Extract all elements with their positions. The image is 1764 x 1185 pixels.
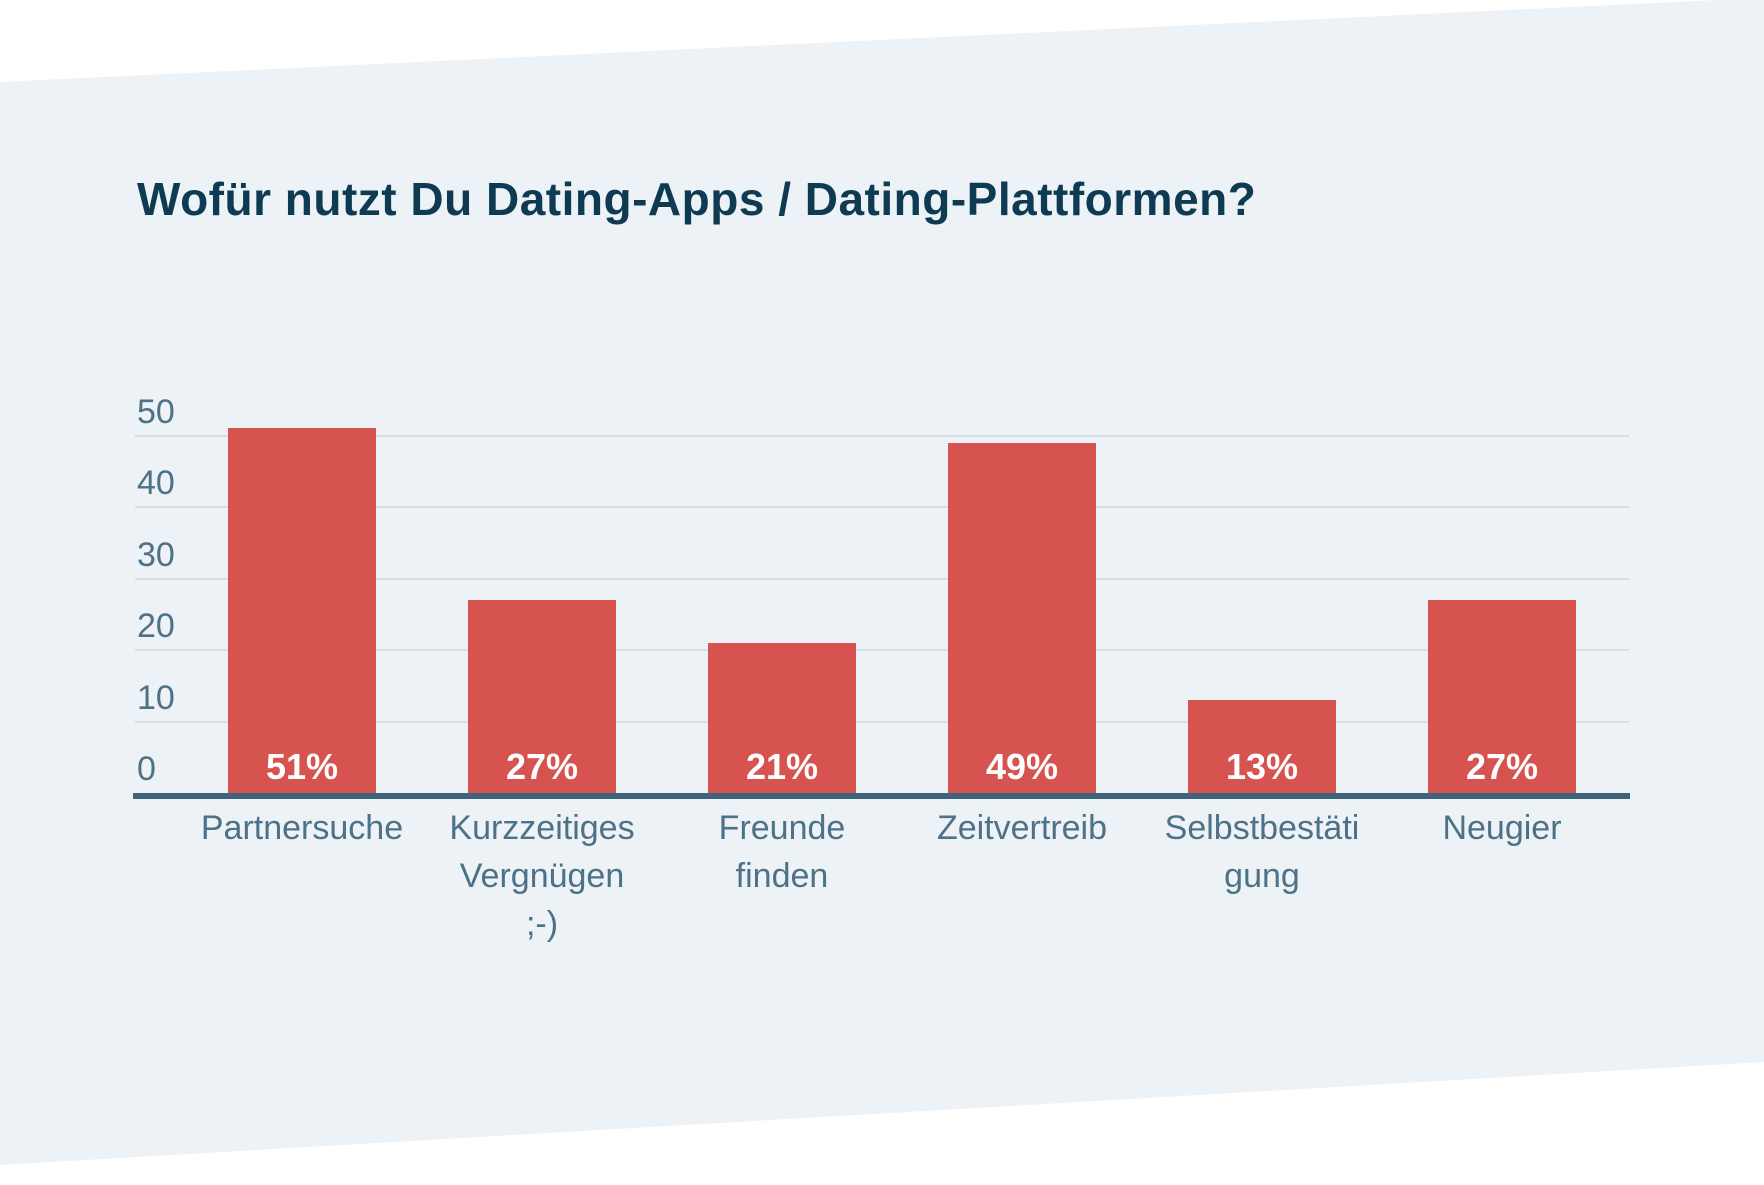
y-tick-label: 30: [137, 535, 175, 574]
y-tick-label: 50: [137, 392, 175, 431]
x-category-label: Neugier: [1442, 809, 1562, 847]
y-tick-label: 0: [137, 750, 156, 788]
bar-value-label: 21%: [745, 746, 819, 787]
x-category-label: Kurzzeitiges Vergnügen ;-): [449, 809, 635, 943]
bar: [468, 600, 616, 793]
bar-value-label: 13%: [1225, 746, 1299, 787]
y-tick-label: 40: [137, 464, 175, 502]
bar-value-label: 27%: [1465, 746, 1539, 787]
gridline: [135, 506, 1629, 508]
bar: [708, 643, 856, 793]
bar-value-label: 51%: [265, 746, 339, 787]
chart-title: Wofür nutzt Du Dating-Apps / Dating-Plat…: [137, 173, 1257, 225]
x-category-label: Freunde finden: [718, 809, 846, 895]
gridline: [135, 649, 1629, 651]
y-tick-label: 10: [137, 678, 175, 717]
gridline: [135, 720, 1629, 723]
bar-value-label: 49%: [985, 746, 1059, 787]
x-category-label: Zeitvertreib: [936, 809, 1108, 847]
y-tick-label: 20: [137, 607, 175, 645]
bar-value-label: 27%: [505, 746, 579, 787]
x-category-label: Selbstbestäti gung: [1164, 809, 1360, 895]
gridline: [135, 434, 1629, 437]
gridline: [135, 577, 1629, 580]
x-category-label: Partnersuche: [200, 809, 404, 847]
bar: [228, 428, 376, 793]
bar: [1188, 700, 1336, 793]
bar: [948, 443, 1096, 793]
bar: [1428, 600, 1576, 793]
x-axis-line: [133, 793, 1630, 799]
